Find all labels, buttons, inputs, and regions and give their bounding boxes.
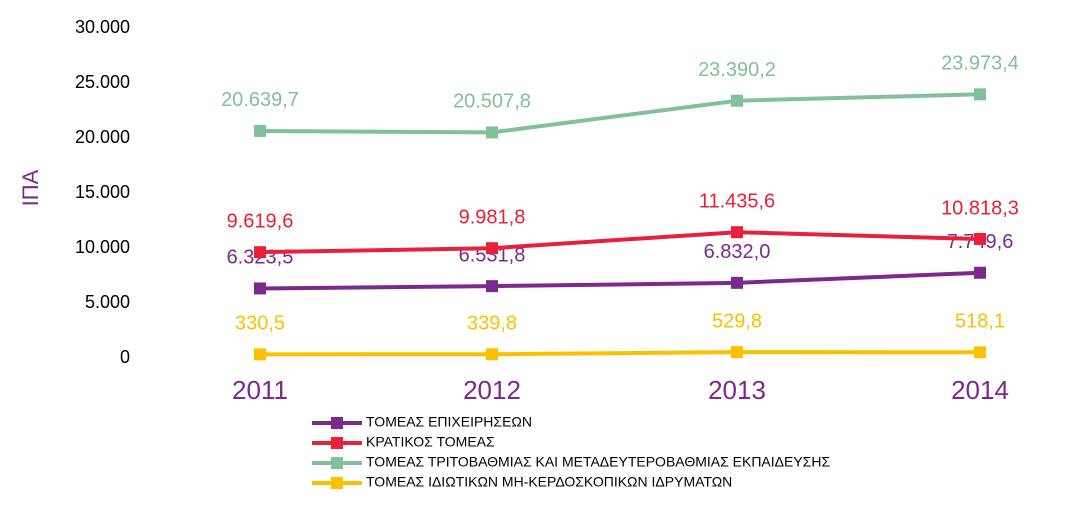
data-label: 330,5 — [235, 313, 285, 335]
data-label: 518,1 — [955, 311, 1005, 333]
x-tick-label: 2011 — [232, 375, 288, 405]
legend-label: ΤΟΜΕΑΣ ΤΡΙΤΟΒΑΘΜΙΑΣ ΚΑΙ ΜΕΤΑΔΕΥΤΕΡΟΒΑΘΜΙ… — [366, 454, 830, 470]
data-label: 6.832,0 — [704, 241, 771, 263]
y-axis-label: ΙΠΑ — [18, 169, 43, 206]
data-label: 23.973,4 — [941, 53, 1019, 75]
point-marker — [731, 276, 743, 289]
series-line — [259, 92, 981, 135]
data-label: 11.435,6 — [699, 190, 775, 212]
y-tick-label: 10.000 — [75, 237, 130, 257]
y-tick-label: 25.000 — [75, 72, 130, 92]
point-marker — [486, 242, 498, 255]
point-marker — [974, 346, 986, 359]
legend-marker — [331, 457, 343, 469]
legend-label: ΤΟΜΕΑΣ ΙΔΙΩΤΙΚΩΝ ΜΗ-ΚΕΡΔΟΣΚΟΠΙΚΩΝ ΙΔΡΥΜΑ… — [366, 474, 732, 490]
point-marker — [731, 94, 743, 107]
y-tick-label: 15.000 — [75, 182, 130, 202]
legend-marker — [331, 417, 343, 429]
x-tick-label: 2013 — [708, 375, 766, 405]
y-tick-label: 0 — [120, 347, 130, 367]
point-marker — [254, 246, 266, 259]
data-label: 9.619,6 — [227, 210, 294, 232]
legend-label: ΤΟΜΕΑΣ ΕΠΙΧΕΙΡΗΣΕΩΝ — [366, 414, 532, 430]
series-line — [259, 230, 981, 255]
point-marker — [254, 348, 266, 361]
y-tick-label: 30.000 — [75, 17, 130, 37]
y-tick-label: 20.000 — [75, 127, 130, 147]
point-marker — [486, 126, 498, 139]
point-marker — [731, 346, 743, 359]
x-tick-label: 2014 — [951, 375, 1009, 405]
x-tick-label: 2012 — [463, 375, 521, 405]
y-tick-label: 5.000 — [85, 292, 130, 312]
series-line — [259, 270, 981, 291]
point-marker — [486, 348, 498, 361]
data-label: 10.818,3 — [941, 197, 1019, 219]
legend-marker — [331, 477, 343, 489]
legend-marker — [331, 437, 343, 449]
legend-label: ΚΡΑΤΙΚΟΣ ΤΟΜΕΑΣ — [366, 434, 495, 450]
point-marker — [254, 282, 266, 295]
series-line — [259, 350, 981, 357]
data-label: 20.507,8 — [453, 91, 531, 113]
point-marker — [974, 266, 986, 279]
point-marker — [974, 232, 986, 245]
point-marker — [974, 88, 986, 101]
data-label: 20.639,7 — [221, 89, 299, 111]
data-label: 529,8 — [712, 310, 762, 332]
point-marker — [731, 226, 743, 239]
data-label: 9.981,8 — [459, 206, 526, 228]
point-marker — [254, 124, 266, 137]
data-label: 23.390,2 — [698, 59, 776, 81]
point-marker — [486, 280, 498, 293]
data-label: 339,8 — [467, 313, 517, 335]
